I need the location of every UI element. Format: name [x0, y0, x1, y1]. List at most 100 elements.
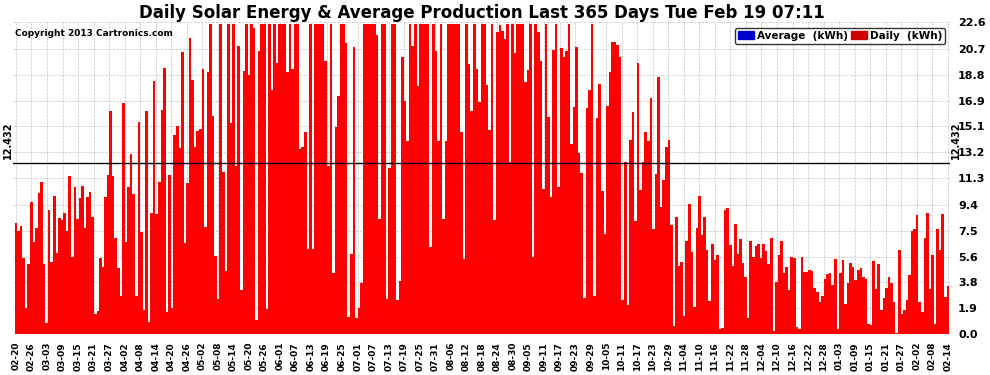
Bar — [783, 273, 785, 334]
Bar — [770, 238, 772, 334]
Bar — [207, 72, 209, 334]
Bar — [588, 90, 591, 334]
Bar — [462, 259, 465, 334]
Bar — [598, 84, 601, 334]
Bar — [43, 264, 46, 334]
Bar — [330, 24, 332, 334]
Bar — [552, 50, 554, 334]
Bar — [217, 299, 220, 334]
Bar — [903, 310, 906, 334]
Bar — [793, 258, 796, 334]
Bar — [675, 217, 678, 334]
Bar — [89, 192, 91, 334]
Bar — [391, 24, 394, 334]
Bar — [832, 285, 834, 334]
Bar — [672, 326, 675, 334]
Bar — [33, 242, 35, 334]
Bar — [183, 243, 186, 334]
Bar — [41, 182, 43, 334]
Bar — [350, 254, 352, 334]
Bar — [888, 278, 890, 334]
Bar — [757, 244, 759, 334]
Bar — [281, 24, 283, 334]
Bar — [575, 47, 578, 334]
Bar — [637, 63, 640, 334]
Bar — [591, 24, 593, 334]
Bar — [86, 198, 89, 334]
Bar — [248, 75, 250, 334]
Bar — [141, 232, 143, 334]
Bar — [370, 24, 373, 334]
Bar — [929, 289, 932, 334]
Bar — [578, 153, 580, 334]
Bar — [883, 298, 885, 334]
Bar — [944, 297, 946, 334]
Bar — [335, 127, 338, 334]
Bar — [670, 225, 672, 334]
Bar — [711, 244, 714, 334]
Bar — [872, 261, 875, 334]
Bar — [386, 299, 388, 334]
Bar — [926, 213, 929, 334]
Bar — [691, 252, 693, 334]
Bar — [617, 45, 619, 334]
Bar — [240, 290, 243, 334]
Bar — [76, 219, 78, 334]
Bar — [301, 147, 304, 334]
Bar — [283, 24, 286, 334]
Bar — [173, 135, 176, 334]
Bar — [640, 190, 642, 334]
Bar — [81, 186, 84, 334]
Bar — [898, 251, 901, 334]
Bar — [801, 257, 803, 334]
Bar — [122, 103, 125, 334]
Bar — [601, 191, 604, 334]
Bar — [473, 24, 475, 334]
Legend: Average  (kWh), Daily  (kWh): Average (kWh), Daily (kWh) — [735, 27, 945, 44]
Bar — [84, 228, 86, 334]
Bar — [512, 24, 514, 334]
Bar — [314, 24, 317, 334]
Bar — [125, 242, 128, 334]
Bar — [735, 224, 737, 334]
Bar — [932, 255, 934, 334]
Bar — [152, 81, 155, 334]
Bar — [199, 129, 202, 334]
Text: Copyright 2013 Cartronics.com: Copyright 2013 Cartronics.com — [15, 28, 173, 38]
Bar — [611, 42, 614, 334]
Bar — [250, 24, 252, 334]
Bar — [854, 280, 857, 334]
Bar — [775, 282, 777, 334]
Bar — [688, 204, 691, 334]
Bar — [821, 296, 824, 334]
Bar — [535, 24, 537, 334]
Bar — [357, 308, 360, 334]
Bar — [554, 24, 557, 334]
Bar — [696, 228, 698, 334]
Bar — [849, 263, 851, 334]
Bar — [227, 24, 230, 334]
Bar — [412, 46, 414, 334]
Bar — [703, 217, 706, 334]
Bar — [519, 24, 522, 334]
Bar — [404, 100, 406, 334]
Bar — [632, 112, 635, 334]
Bar — [327, 166, 330, 334]
Bar — [202, 69, 204, 334]
Bar — [698, 195, 701, 334]
Bar — [388, 168, 391, 334]
Bar — [78, 198, 81, 334]
Bar — [857, 270, 859, 334]
Bar — [186, 183, 189, 334]
Bar — [908, 274, 911, 334]
Bar — [517, 24, 519, 334]
Bar — [762, 244, 765, 334]
Bar — [567, 24, 570, 334]
Bar — [785, 267, 788, 334]
Bar — [665, 147, 667, 334]
Bar — [171, 308, 173, 334]
Bar — [862, 278, 864, 334]
Bar — [790, 257, 793, 334]
Bar — [647, 141, 649, 334]
Bar — [35, 228, 38, 334]
